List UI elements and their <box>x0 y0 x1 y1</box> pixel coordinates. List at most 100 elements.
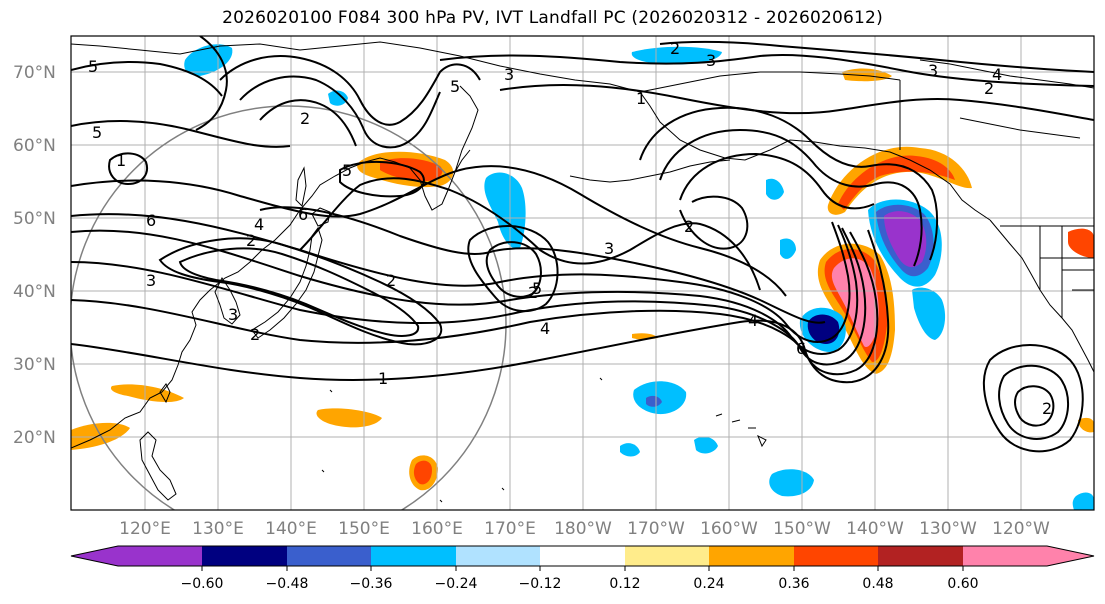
pv-contour-12 <box>639 106 939 261</box>
colorbar-tick-label: 0.60 <box>947 576 978 592</box>
lon-label-150e: 150°E <box>338 519 390 539</box>
lon-label-140e: 140°E <box>265 519 317 539</box>
pv-label: 2 <box>1042 399 1052 418</box>
pv-contour-26 <box>485 241 542 298</box>
pv-label: 4 <box>992 65 1002 84</box>
pv-label: 2 <box>246 231 256 250</box>
colorbar-tick-label: −0.60 <box>181 576 224 592</box>
ivt-positive-canada-edge <box>1068 228 1094 258</box>
ivt-negative-offshore-2 <box>780 238 796 259</box>
ivt-negative-south-1 <box>694 436 718 454</box>
colorbar-tick-label: 0.24 <box>693 576 724 592</box>
coastlines <box>71 41 1094 503</box>
ivt-positive-hawaii-east <box>1078 417 1094 433</box>
lon-label-150w: 150°W <box>773 519 831 539</box>
colorbar-tick-label: −0.36 <box>350 576 393 592</box>
border-states <box>1039 226 1094 318</box>
ivt-positive-marshall-core <box>413 460 432 485</box>
lon-label-170e: 170°E <box>484 519 536 539</box>
pv-contour-30 <box>195 36 228 131</box>
pv-contour-1 <box>71 229 890 384</box>
pv-contour-19 <box>982 344 1084 453</box>
graticule <box>71 36 1094 510</box>
pv-label: 3 <box>146 271 156 290</box>
pv-label: 1 <box>378 369 388 388</box>
colorbar-bin-1 <box>118 546 202 566</box>
coast-hawaii <box>715 413 767 448</box>
ivt-positive-gulf-alaska-core <box>838 155 955 210</box>
ivt-negative-alaska-coast <box>766 178 784 200</box>
coast-na-west <box>989 219 1094 373</box>
colorbar-bin-4 <box>371 546 456 566</box>
colorbar-tick-label: 0.48 <box>862 576 893 592</box>
ivt-negative-hawaii-core <box>646 395 662 407</box>
colorbar-outline <box>70 545 1095 567</box>
pv-label: 1 <box>636 89 646 108</box>
pv-label: 3 <box>228 305 238 324</box>
colorbar-ticks <box>201 566 964 571</box>
colorbar: −0.60 −0.48 −0.36 −0.24 −0.12 0.12 0.24 … <box>70 545 1095 592</box>
pv-label: 2 <box>670 39 680 58</box>
lon-label-160e: 160°E <box>411 519 463 539</box>
colorbar-bin-11 <box>963 546 1047 566</box>
pv-contour-labels: 5 5 1 6 5 2 5 2 4 2 6 3 2 3 3 2 1 4 5 3 … <box>88 39 1052 418</box>
pv-label: 5 <box>92 123 102 142</box>
coast-kamchatka <box>454 85 479 173</box>
pv-label: 3 <box>504 65 514 84</box>
coast-pacific-islands <box>321 377 603 503</box>
pv-label: 4 <box>540 319 550 338</box>
pv-label: 5 <box>450 77 460 96</box>
pv-contour-11 <box>259 99 357 147</box>
ivt-negative-bc-south <box>912 287 946 340</box>
pv-label: 5 <box>88 57 98 76</box>
colorbar-tick-label: −0.24 <box>435 576 478 592</box>
pv-contour-28 <box>71 120 291 148</box>
pv-contour-29 <box>71 61 223 97</box>
ivt-positive-taiwan <box>110 384 184 403</box>
lon-label-130w: 130°W <box>919 519 977 539</box>
pv-contour-25 <box>467 225 559 313</box>
pv-label: 6 <box>298 205 308 224</box>
lon-label-160w: 160°W <box>700 519 758 539</box>
pv-label: 4 <box>748 311 758 330</box>
pv-contour-9 <box>219 55 481 126</box>
lat-label-40: 40°N <box>13 282 56 302</box>
pv-contour-13 <box>659 128 923 267</box>
coast-sakhalin <box>295 166 307 208</box>
lat-label-60: 60°N <box>13 136 56 156</box>
lon-label-140w: 140°W <box>846 519 904 539</box>
lat-label-20: 20°N <box>13 428 56 448</box>
pv-label: 2 <box>250 325 260 344</box>
pv-contour-10 <box>239 75 441 149</box>
pv-label: 3 <box>706 51 716 70</box>
lon-label-120e: 120°E <box>119 519 171 539</box>
coast-philippines <box>139 431 177 501</box>
coast-canada-arctic <box>919 59 1094 139</box>
ivt-negative-south-3 <box>769 469 814 497</box>
colorbar-bin-3 <box>287 546 371 566</box>
pv-label: 3 <box>928 61 938 80</box>
colorbar-bin-5 <box>456 546 540 566</box>
pv-label: 2 <box>684 217 694 236</box>
pv-contour-4 <box>71 224 859 355</box>
ivt-negative-bc-core <box>884 211 927 268</box>
pv-label: 2 <box>528 283 538 302</box>
coast-alaska <box>639 71 991 221</box>
ivt-positive-pink-center <box>831 258 879 348</box>
longitude-labels: 120°E 130°E 140°E 150°E 160°E 170°E 180°… <box>119 519 1050 539</box>
pv-label: 2 <box>386 271 396 290</box>
pv-label: 4 <box>254 215 264 234</box>
pv-label: 3 <box>604 239 614 258</box>
colorbar-extend-max <box>1047 546 1094 566</box>
lat-label-30: 30°N <box>13 355 56 375</box>
ivt-negative-sw-corner <box>1072 492 1094 510</box>
pv-contour-6 <box>259 206 826 324</box>
colorbar-extend-min <box>71 546 118 566</box>
pv-label: 2 <box>984 79 994 98</box>
landfall-region-circle <box>71 105 507 510</box>
coast-taiwan <box>159 383 171 404</box>
pv-contour-24 <box>108 152 148 186</box>
map-title: 2026020100 F084 300 hPa PV, IVT Landfall… <box>222 8 883 28</box>
pv-contour-22 <box>158 237 443 346</box>
